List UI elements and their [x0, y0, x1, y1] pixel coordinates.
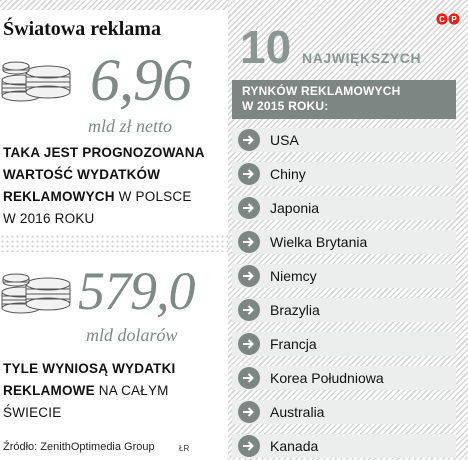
- stat2-value: 579,0: [78, 261, 195, 321]
- arrow-right-icon: [238, 129, 260, 151]
- list-item: Francja: [232, 332, 456, 356]
- stat1-unit: mld zł netto: [88, 116, 172, 136]
- list-item-label: Chiny: [270, 166, 306, 182]
- hatch-background-top: [0, 0, 228, 10]
- ranking-heading: NAJWIĘKSZYCH: [302, 50, 422, 66]
- arrow-right-icon: [238, 265, 260, 287]
- list-item-label: Korea Południowa: [270, 370, 384, 386]
- list-item-label: Brazylia: [270, 302, 320, 318]
- stat1-desc-line2: WARTOŚĆ WYDATKÓW: [3, 167, 161, 182]
- stat1-value: 6,96: [90, 47, 192, 113]
- list-item-label: Francja: [270, 336, 317, 352]
- stat2-desc-line3: ŚWIECIE: [3, 405, 62, 420]
- arrow-right-icon: [238, 401, 260, 423]
- list-item-label: USA: [270, 132, 299, 148]
- arrow-right-icon: [238, 299, 260, 321]
- stat1-description: TAKA JEST PROGNOZOWANA WARTOŚĆ WYDATKÓW …: [3, 142, 205, 230]
- list-item-label: Wielka Brytania: [270, 234, 368, 250]
- list-item: Niemcy: [232, 264, 456, 288]
- stat1-desc-line3: W POLSCE: [114, 189, 192, 204]
- stat1-desc-line3-bold: REKLAMOWYCH: [3, 189, 115, 204]
- dotted-divider: [0, 234, 228, 252]
- list-item: Australia: [232, 400, 456, 424]
- arrow-right-icon: [238, 231, 260, 253]
- list-item: Japonia: [232, 196, 456, 220]
- svg-text:C: C: [439, 15, 445, 24]
- arrow-right-icon: [238, 163, 260, 185]
- stat2-description: TYLE WYNIOSĄ WYDATKI REKLAMOWE NA CAŁYM …: [3, 358, 176, 424]
- list-item: Wielka Brytania: [232, 230, 456, 254]
- arrow-right-icon: [238, 435, 260, 457]
- ranking-subheading-line1: RYNKÓW REKLAMOWYCH: [242, 84, 401, 98]
- list-item-label: Kanada: [270, 438, 319, 454]
- list-item-label: Japonia: [270, 200, 320, 216]
- author-initials: ŁR: [179, 444, 190, 453]
- list-item: Korea Południowa: [232, 366, 456, 390]
- publisher-logo: C P: [436, 12, 460, 26]
- list-item-label: Australia: [270, 404, 325, 420]
- stat1-desc-line4: W 2016 ROKU: [3, 211, 95, 226]
- arrow-right-icon: [238, 333, 260, 355]
- coins-icon: [0, 58, 74, 109]
- stat1-desc-line1: TAKA JEST PROGNOZOWANA: [3, 145, 205, 160]
- list-item: USA: [232, 128, 456, 152]
- ranking-number: 10: [240, 21, 292, 73]
- ranking-subheading-line2: W 2015 ROKU:: [242, 99, 329, 113]
- list-item: Kanada: [232, 434, 456, 458]
- list-item: Brazylia: [232, 298, 456, 322]
- stat2-desc-line2-bold: REKLAMOWE: [3, 383, 95, 398]
- svg-text:P: P: [451, 15, 457, 24]
- page-title: Światowa reklama: [3, 18, 161, 40]
- source-note: Źródło: ZenithOptimedia Group: [3, 441, 155, 453]
- list-item: Chiny: [232, 162, 456, 186]
- coins-icon: [0, 270, 74, 321]
- stat2-desc-line1: TYLE WYNIOSĄ WYDATKI: [3, 361, 176, 376]
- ranking-list: USA Chiny Japonia Wielka Brytania Niemcy…: [232, 118, 456, 458]
- stat2-desc-line2: NA CAŁYM: [94, 383, 169, 398]
- list-item-label: Niemcy: [270, 268, 317, 284]
- arrow-right-icon: [238, 367, 260, 389]
- arrow-right-icon: [238, 197, 260, 219]
- ranking-subheading: RYNKÓW REKLAMOWYCH W 2015 ROKU:: [232, 80, 456, 119]
- stat2-unit: mld dolarów: [86, 325, 178, 345]
